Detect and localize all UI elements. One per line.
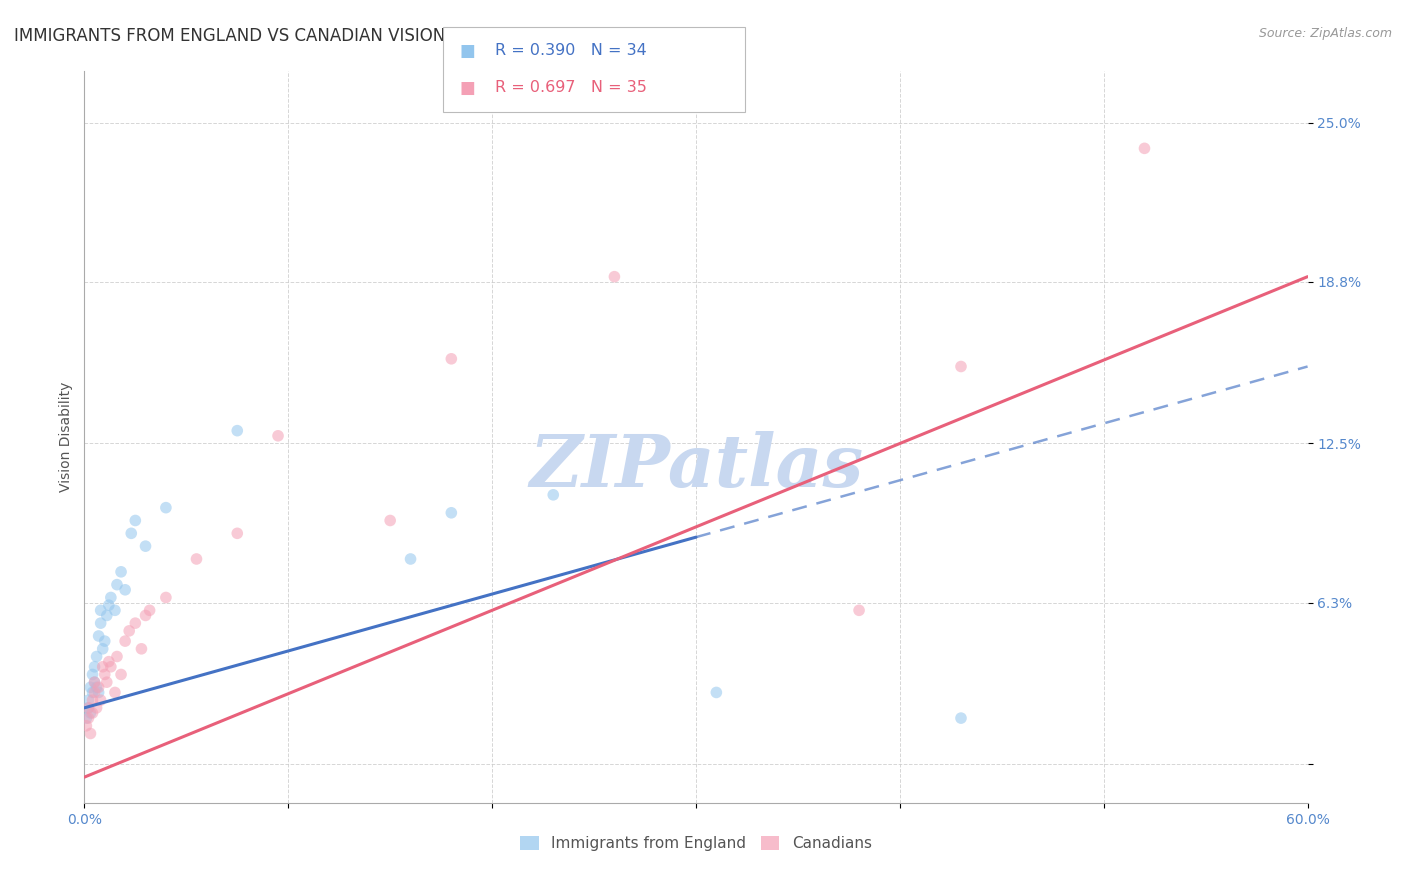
Point [90, 616, 112, 631]
Point [226, 424, 249, 438]
Point [110, 565, 132, 579]
Point [100, 591, 122, 605]
Point [138, 603, 160, 617]
Point [104, 603, 127, 617]
Point [77, 693, 100, 707]
Text: ZIPatlas: ZIPatlas [529, 431, 863, 502]
Point [86, 701, 108, 715]
Point [77, 711, 100, 725]
Point [950, 359, 973, 374]
Point [82, 685, 104, 699]
Point [82, 693, 104, 707]
Text: IMMIGRANTS FROM ENGLAND VS CANADIAN VISION DISABILITY CORRELATION CHART: IMMIGRANTS FROM ENGLAND VS CANADIAN VISI… [14, 27, 725, 45]
Point [110, 667, 132, 681]
Point [91, 660, 114, 674]
Point [97, 598, 120, 612]
Point [93, 667, 115, 681]
Text: R = 0.697   N = 35: R = 0.697 N = 35 [495, 80, 647, 95]
Point [155, 591, 177, 605]
Point [90, 603, 112, 617]
Text: R = 0.390   N = 34: R = 0.390 N = 34 [495, 43, 647, 58]
Point [86, 649, 108, 664]
Point [91, 641, 114, 656]
Point [267, 429, 290, 443]
Point [82, 706, 104, 720]
Point [87, 681, 110, 695]
Point [135, 539, 157, 553]
Point [380, 514, 402, 528]
Point [97, 655, 120, 669]
Point [77, 701, 100, 715]
Point [83, 675, 105, 690]
Point [86, 681, 108, 695]
Point [77, 701, 100, 715]
Point [79, 681, 101, 695]
Point [131, 641, 153, 656]
Point [100, 660, 122, 674]
Point [186, 552, 208, 566]
Point [135, 608, 157, 623]
Point [79, 726, 101, 740]
Point [1133, 141, 1156, 155]
Point [399, 552, 422, 566]
Point [543, 488, 565, 502]
Point [75, 711, 97, 725]
Point [105, 649, 128, 664]
Point [104, 685, 127, 699]
Text: Source: ZipAtlas.com: Source: ZipAtlas.com [1258, 27, 1392, 40]
Point [950, 711, 973, 725]
Point [96, 608, 118, 623]
Text: ■: ■ [460, 78, 475, 96]
Point [83, 660, 105, 674]
Point [440, 506, 463, 520]
Point [440, 351, 463, 366]
Y-axis label: Vision Disability: Vision Disability [59, 382, 73, 492]
Point [83, 685, 105, 699]
Point [105, 577, 128, 591]
Point [124, 514, 146, 528]
Point [79, 706, 101, 720]
Point [114, 582, 136, 597]
Point [155, 500, 177, 515]
Point [82, 667, 104, 681]
Point [93, 634, 115, 648]
Point [226, 526, 249, 541]
Point [603, 269, 626, 284]
Point [124, 616, 146, 631]
Legend: Immigrants from England, Canadians: Immigrants from England, Canadians [515, 830, 877, 857]
Point [83, 675, 105, 690]
Point [87, 629, 110, 643]
Point [114, 634, 136, 648]
Point [96, 675, 118, 690]
Point [75, 719, 97, 733]
Text: ■: ■ [460, 42, 475, 60]
Point [118, 624, 141, 638]
Point [90, 693, 112, 707]
Point [120, 526, 142, 541]
Point [706, 685, 728, 699]
Point [848, 603, 870, 617]
Point [87, 685, 110, 699]
